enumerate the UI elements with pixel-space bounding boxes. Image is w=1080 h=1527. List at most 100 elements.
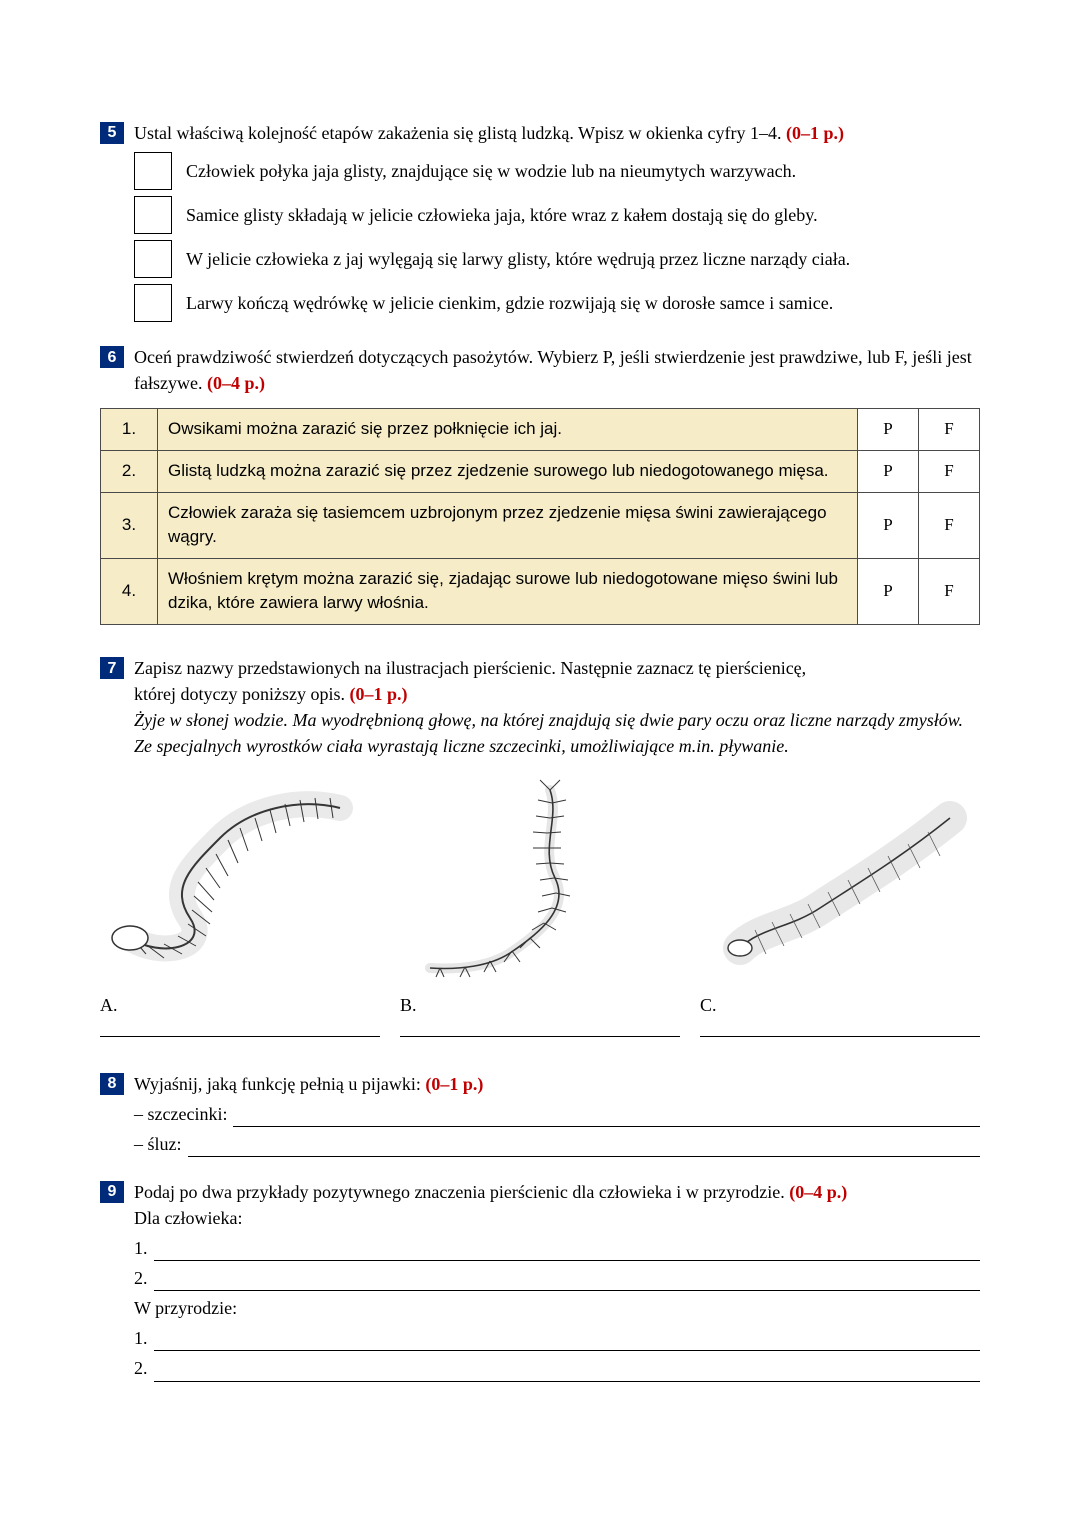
answer-line-row: 2. xyxy=(134,1265,980,1291)
illustration-a xyxy=(100,778,380,978)
illustration-caption-row: A. B. C. xyxy=(100,986,980,1037)
table-row: 1. Owsikami można zarazić się przez połk… xyxy=(101,409,980,451)
task-number-badge: 5 xyxy=(100,122,124,144)
task-number-badge: 8 xyxy=(100,1073,124,1095)
sequence-input-box[interactable] xyxy=(134,240,172,278)
illustration-cell-a xyxy=(100,778,380,978)
sequence-row: Samice glisty składają w jelicie człowie… xyxy=(134,196,980,234)
choice-f[interactable]: F xyxy=(919,409,980,451)
illustration-label: B. xyxy=(400,992,680,1018)
sequence-input-box[interactable] xyxy=(134,284,172,322)
task-7-description: Żyje w słonej wodzie. Ma wyodrębnioną gł… xyxy=(134,710,963,756)
answer-rule[interactable] xyxy=(154,1332,981,1351)
task-9-instruction: Podaj po dwa przykłady pozytywnego znacz… xyxy=(134,1182,789,1202)
answer-line-row: – szczecinki: xyxy=(134,1101,980,1127)
answer-line-row: 1. xyxy=(134,1235,980,1261)
task-7-instruction-line1: Zapisz nazwy przedstawionych na ilustrac… xyxy=(134,658,806,678)
answer-line[interactable] xyxy=(100,1022,380,1037)
task-9-points: (0–4 p.) xyxy=(789,1182,847,1202)
task-8-text: Wyjaśnij, jaką funkcję pełnią u pijawki:… xyxy=(134,1071,980,1097)
choice-p[interactable]: P xyxy=(858,409,919,451)
table-row: 2. Glistą ludzką można zarazić się przez… xyxy=(101,450,980,492)
task-8: 8 Wyjaśnij, jaką funkcję pełnią u pijawk… xyxy=(100,1071,980,1157)
task-7-points: (0–1 p.) xyxy=(349,684,407,704)
illustration-label: C. xyxy=(700,992,980,1018)
illustration-caption-a: A. xyxy=(100,986,380,1037)
answer-rule[interactable] xyxy=(188,1138,981,1157)
task-5-instruction: Ustal właściwą kolejność etapów zakażeni… xyxy=(134,123,786,143)
task-9: 9 Podaj po dwa przykłady pozytywnego zna… xyxy=(100,1179,980,1382)
illustration-label: A. xyxy=(100,992,380,1018)
row-statement: Owsikami można zarazić się przez połknię… xyxy=(158,409,858,451)
illustration-caption-b: B. xyxy=(400,986,680,1037)
row-number: 4. xyxy=(101,558,158,624)
task-7-text: Zapisz nazwy przedstawionych na ilustrac… xyxy=(134,655,980,759)
earthworm-icon xyxy=(100,778,380,978)
choice-f[interactable]: F xyxy=(919,558,980,624)
task-9-group2-label: W przyrodzie: xyxy=(134,1295,980,1321)
sequence-item-text: W jelicie człowieka z jaj wylęgają się l… xyxy=(186,246,850,272)
row-number: 3. xyxy=(101,492,158,558)
leech-icon xyxy=(700,778,980,978)
answer-line-row: 1. xyxy=(134,1325,980,1351)
answer-rule[interactable] xyxy=(154,1363,981,1382)
answer-rule[interactable] xyxy=(154,1272,981,1291)
task-6-text: Oceń prawdziwość stwierdzeń dotyczących … xyxy=(134,344,980,396)
answer-line-row: – śluz: xyxy=(134,1131,980,1157)
task-6-header: 6 Oceń prawdziwość stwierdzeń dotyczącyc… xyxy=(100,344,980,396)
choice-p[interactable]: P xyxy=(858,558,919,624)
task-5-points: (0–1 p.) xyxy=(786,123,844,143)
table-row: 4. Włośniem krętym można zarazić się, zj… xyxy=(101,558,980,624)
task-5-text: Ustal właściwą kolejność etapów zakażeni… xyxy=(134,120,980,146)
illustration-cell-b xyxy=(400,778,680,978)
true-false-table: 1. Owsikami można zarazić się przez połk… xyxy=(100,408,980,625)
sequence-row: Larwy kończą wędrówkę w jelicie cienkim,… xyxy=(134,284,980,322)
task-6: 6 Oceń prawdziwość stwierdzeń dotyczącyc… xyxy=(100,344,980,625)
task-9-group1-label: Dla człowieka: xyxy=(134,1208,242,1228)
answer-number: 1. xyxy=(134,1235,148,1261)
answer-label: – śluz: xyxy=(134,1131,182,1157)
task-7-instruction-line2: której dotyczy poniższy opis. xyxy=(134,684,349,704)
task-5-header: 5 Ustal właściwą kolejność etapów zakaże… xyxy=(100,120,980,146)
answer-line[interactable] xyxy=(700,1022,980,1037)
row-statement: Człowiek zaraża się tasiemcem uzbrojonym… xyxy=(158,492,858,558)
answer-rule[interactable] xyxy=(154,1242,981,1261)
sequence-item-text: Samice glisty składają w jelicie człowie… xyxy=(186,202,818,228)
row-statement: Włośniem krętym można zarazić się, zjada… xyxy=(158,558,858,624)
task-8-points: (0–1 p.) xyxy=(425,1074,483,1094)
row-number: 2. xyxy=(101,450,158,492)
answer-number: 2. xyxy=(134,1355,148,1381)
choice-p[interactable]: P xyxy=(858,492,919,558)
choice-f[interactable]: F xyxy=(919,492,980,558)
polychaete-icon xyxy=(400,778,680,978)
choice-f[interactable]: F xyxy=(919,450,980,492)
task-8-instruction: Wyjaśnij, jaką funkcję pełnią u pijawki: xyxy=(134,1074,425,1094)
sequence-item-text: Człowiek połyka jaja glisty, znajdujące … xyxy=(186,158,796,184)
illustration-b xyxy=(400,778,680,978)
worksheet-page: 5 Ustal właściwą kolejność etapów zakaże… xyxy=(0,0,1080,1524)
task-6-points: (0–4 p.) xyxy=(207,373,265,393)
sequence-input-box[interactable] xyxy=(134,196,172,234)
row-number: 1. xyxy=(101,409,158,451)
answer-line[interactable] xyxy=(400,1022,680,1037)
row-statement: Glistą ludzką można zarazić się przez zj… xyxy=(158,450,858,492)
task-9-text: Podaj po dwa przykłady pozytywnego znacz… xyxy=(134,1179,980,1231)
choice-p[interactable]: P xyxy=(858,450,919,492)
sequence-row: W jelicie człowieka z jaj wylęgają się l… xyxy=(134,240,980,278)
answer-rule[interactable] xyxy=(233,1108,980,1127)
sequence-item-text: Larwy kończą wędrówkę w jelicie cienkim,… xyxy=(186,290,833,316)
illustration-cell-c xyxy=(700,778,980,978)
task-number-badge: 7 xyxy=(100,657,124,679)
illustration-c xyxy=(700,778,980,978)
illustration-row xyxy=(100,778,980,978)
answer-label: – szczecinki: xyxy=(134,1101,227,1127)
task-7: 7 Zapisz nazwy przedstawionych na ilustr… xyxy=(100,655,980,1036)
illustration-caption-c: C. xyxy=(700,986,980,1037)
task-8-header: 8 Wyjaśnij, jaką funkcję pełnią u pijawk… xyxy=(100,1071,980,1097)
sequence-row: Człowiek połyka jaja glisty, znajdujące … xyxy=(134,152,980,190)
task-number-badge: 6 xyxy=(100,346,124,368)
task-5: 5 Ustal właściwą kolejność etapów zakaże… xyxy=(100,120,980,322)
sequence-input-box[interactable] xyxy=(134,152,172,190)
table-row: 3. Człowiek zaraża się tasiemcem uzbrojo… xyxy=(101,492,980,558)
answer-number: 2. xyxy=(134,1265,148,1291)
